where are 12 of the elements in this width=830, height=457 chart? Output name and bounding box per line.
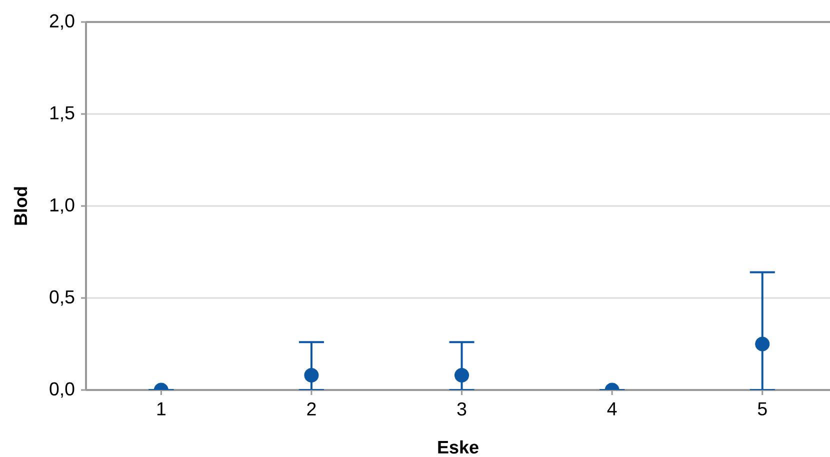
y-axis-title: Blod — [14, 187, 28, 225]
x-tick-label: 2 — [307, 402, 316, 416]
y-tick-label: 2,0 — [50, 14, 74, 30]
y-tick-label: 1,0 — [50, 198, 74, 214]
x-tick-label: 4 — [607, 402, 617, 416]
x-tick-label: 5 — [758, 402, 767, 416]
x-tick-label: 1 — [157, 402, 166, 416]
x-tick-label: 3 — [457, 402, 466, 416]
y-tick-label: 0,0 — [50, 382, 74, 398]
y-tick-label: 1,5 — [50, 106, 74, 122]
y-tick-label: 0,5 — [50, 290, 74, 306]
x-axis-title: Eske — [438, 440, 478, 454]
